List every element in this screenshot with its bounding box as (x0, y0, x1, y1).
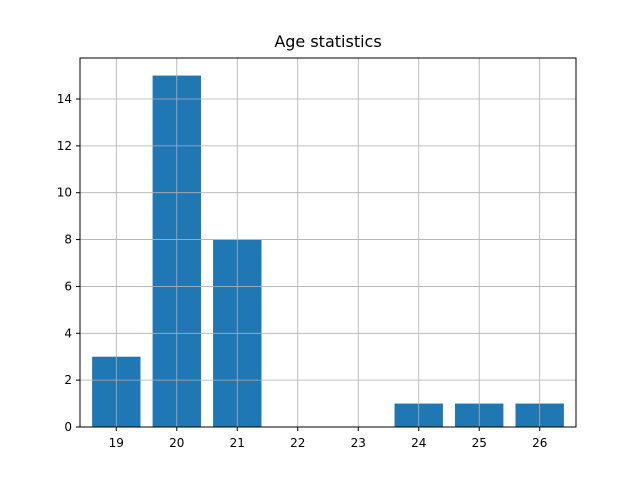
y-tick-label-0: 0 (64, 420, 72, 434)
y-tick-label-10: 10 (57, 186, 72, 200)
x-axis-ticks: 19 20 21 22 23 24 25 26 (109, 427, 547, 450)
y-tick-label-6: 6 (64, 279, 72, 293)
y-tick-label-12: 12 (57, 139, 72, 153)
x-tick-label-22: 22 (290, 436, 305, 450)
chart-title: Age statistics (274, 32, 382, 51)
x-tick-label-20: 20 (169, 436, 184, 450)
y-tick-label-4: 4 (64, 326, 72, 340)
x-tick-label-23: 23 (351, 436, 366, 450)
x-tick-label-21: 21 (230, 436, 245, 450)
x-tick-label-24: 24 (411, 436, 426, 450)
bars (92, 75, 564, 427)
y-tick-label-8: 8 (64, 233, 72, 247)
y-tick-label-2: 2 (64, 373, 72, 387)
x-tick-label-26: 26 (532, 436, 547, 450)
y-axis-ticks: 0 2 4 6 8 10 12 14 (57, 92, 80, 434)
y-tick-label-14: 14 (57, 92, 72, 106)
axes-frame (79, 57, 577, 428)
x-tick-label-25: 25 (472, 436, 487, 450)
x-tick-label-19: 19 (109, 436, 124, 450)
